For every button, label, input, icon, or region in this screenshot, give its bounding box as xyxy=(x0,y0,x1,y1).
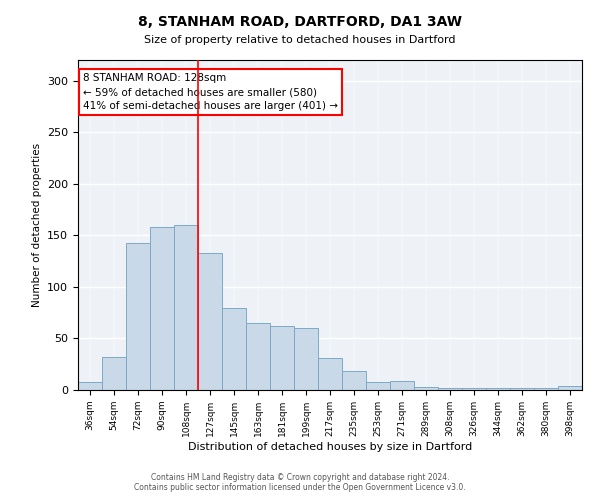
Bar xyxy=(294,328,318,390)
Bar xyxy=(126,242,150,390)
Y-axis label: Number of detached properties: Number of detached properties xyxy=(32,143,41,307)
Bar xyxy=(438,388,462,390)
Bar xyxy=(78,382,102,390)
Bar xyxy=(486,388,510,390)
Bar xyxy=(366,382,390,390)
Bar xyxy=(270,326,294,390)
Bar xyxy=(246,323,270,390)
Bar xyxy=(222,308,246,390)
Text: 8 STANHAM ROAD: 128sqm
← 59% of detached houses are smaller (580)
41% of semi-de: 8 STANHAM ROAD: 128sqm ← 59% of detached… xyxy=(83,73,338,111)
X-axis label: Distribution of detached houses by size in Dartford: Distribution of detached houses by size … xyxy=(188,442,472,452)
Bar xyxy=(150,227,174,390)
Bar xyxy=(174,225,198,390)
Bar xyxy=(414,387,438,390)
Bar xyxy=(558,386,582,390)
Bar xyxy=(390,380,414,390)
Bar xyxy=(198,253,222,390)
Text: Size of property relative to detached houses in Dartford: Size of property relative to detached ho… xyxy=(144,35,456,45)
Bar xyxy=(534,388,558,390)
Bar xyxy=(342,372,366,390)
Bar xyxy=(462,388,486,390)
Text: 8, STANHAM ROAD, DARTFORD, DA1 3AW: 8, STANHAM ROAD, DARTFORD, DA1 3AW xyxy=(138,15,462,29)
Bar xyxy=(510,388,534,390)
Bar xyxy=(318,358,342,390)
Text: Contains HM Land Registry data © Crown copyright and database right 2024.
Contai: Contains HM Land Registry data © Crown c… xyxy=(134,473,466,492)
Bar xyxy=(102,357,126,390)
